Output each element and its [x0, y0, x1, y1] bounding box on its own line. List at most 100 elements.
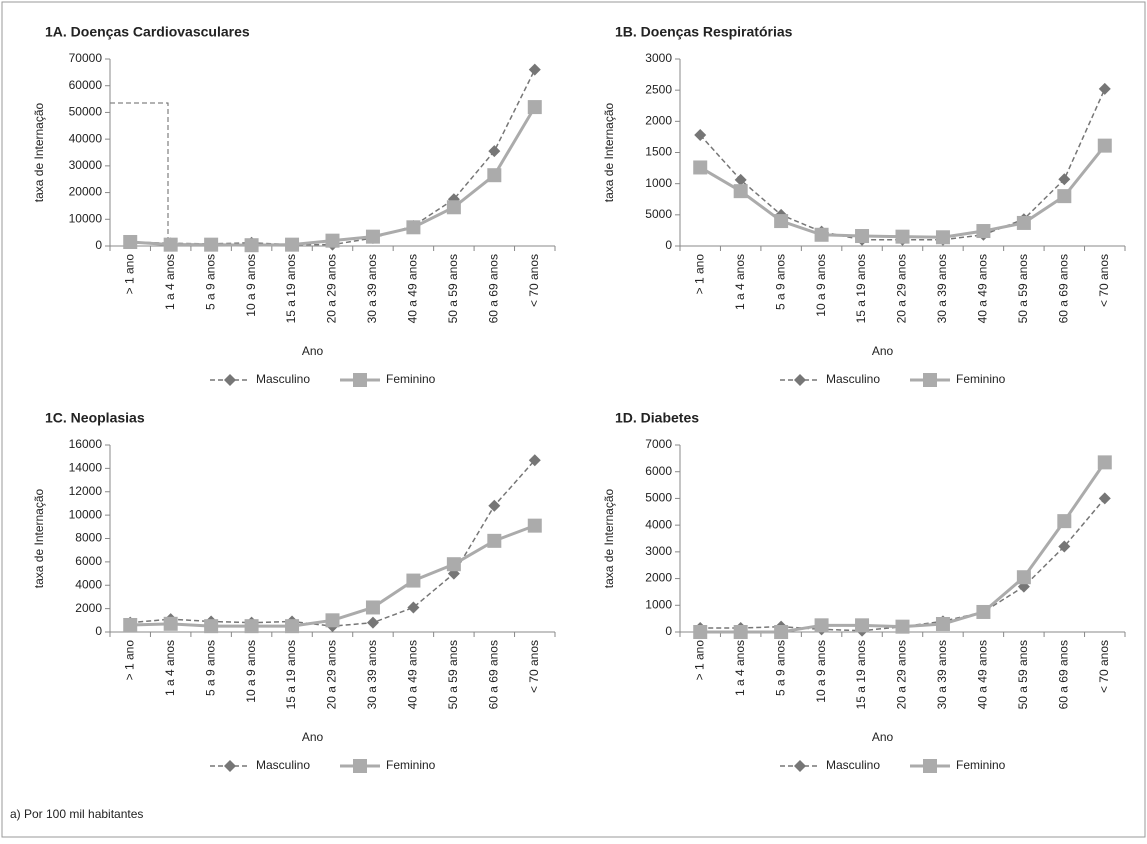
diamond-marker [407, 601, 420, 614]
x-tick-label: 15 a 19 anos [854, 640, 868, 709]
square-marker [365, 600, 380, 615]
square-marker [935, 616, 950, 631]
chart-title: 1B. Doenças Respiratórias [615, 24, 793, 40]
x-tick-label: > 1 ano [692, 254, 706, 295]
x-tick-label: 30 a 39 anos [935, 254, 949, 323]
square-marker [244, 619, 259, 634]
x-tick-label: 40 a 49 anos [976, 640, 990, 709]
x-tick-label: 50 a 59 anos [1016, 254, 1030, 323]
y-axis-label: taxa de Internação [32, 102, 46, 202]
square-marker [774, 214, 789, 229]
y-tick-label: 10000 [69, 211, 103, 225]
y-tick-label: 20000 [69, 185, 103, 199]
x-tick-label: < 70 anos [1097, 254, 1111, 307]
square-marker [733, 184, 748, 199]
x-tick-label: 15 a 19 anos [854, 254, 868, 323]
square-marker [976, 224, 991, 239]
square-marker [487, 533, 502, 548]
square-marker [285, 237, 300, 252]
square-marker [244, 238, 259, 253]
x-tick-label: > 1 ano [122, 254, 136, 295]
diamond-marker [734, 173, 747, 186]
y-tick-label: 14000 [69, 461, 103, 475]
y-tick-label: 16000 [69, 437, 103, 451]
square-marker [895, 229, 910, 244]
series-line [699, 88, 1106, 241]
x-axis-label: Ano [302, 730, 324, 744]
y-tick-label: 2500 [645, 82, 672, 96]
square-marker [123, 617, 138, 632]
x-tick-label: 5 a 9 anos [773, 254, 787, 310]
y-tick-label: 0 [95, 238, 102, 252]
square-marker [1097, 455, 1112, 470]
legend-label: Feminino [956, 372, 1006, 386]
x-tick-label: < 70 anos [527, 254, 541, 307]
legend-marker [794, 374, 806, 386]
y-tick-label: 1000 [645, 176, 672, 190]
y-tick-label: 40000 [69, 131, 103, 145]
x-tick-label: 30 a 39 anos [935, 640, 949, 709]
diamond-marker [1058, 173, 1071, 186]
square-marker [1016, 215, 1031, 230]
y-tick-label: 6000 [645, 464, 672, 478]
x-tick-label: 20 a 29 anos [895, 254, 909, 323]
square-marker [814, 227, 829, 242]
square-marker [693, 160, 708, 175]
x-tick-label: 40 a 49 anos [406, 254, 420, 323]
square-marker [1016, 570, 1031, 585]
legend-label: Masculino [826, 758, 880, 772]
legend-label: Feminino [386, 758, 436, 772]
square-marker [325, 613, 340, 628]
square-marker [204, 619, 219, 634]
x-tick-label: 5 a 9 anos [203, 640, 217, 696]
y-tick-label: 4000 [645, 517, 672, 531]
diamond-marker [528, 63, 541, 76]
legend-marker [923, 759, 937, 773]
y-tick-label: 0 [95, 624, 102, 638]
x-tick-label: 1 a 4 anos [733, 254, 747, 310]
legend-label: Feminino [956, 758, 1006, 772]
x-axis-label: Ano [872, 730, 894, 744]
legend-marker [224, 760, 236, 772]
y-tick-label: 5000 [645, 491, 672, 505]
diamond-marker [488, 145, 501, 158]
x-tick-label: 60 a 69 anos [486, 254, 500, 323]
square-marker [406, 573, 421, 588]
legend-label: Masculino [826, 372, 880, 386]
diamond-marker [1098, 82, 1111, 95]
y-tick-label: 5000 [645, 207, 672, 221]
series-line [130, 459, 536, 627]
square-marker [855, 229, 870, 244]
y-axis-label: taxa de Internação [602, 488, 616, 588]
diamond-marker [1098, 492, 1111, 505]
y-tick-label: 60000 [69, 78, 103, 92]
x-tick-label: 50 a 59 anos [446, 254, 460, 323]
legend-marker [353, 373, 367, 387]
square-marker [446, 557, 461, 572]
x-tick-label: 30 a 39 anos [365, 640, 379, 709]
y-tick-label: 0 [665, 238, 672, 252]
legend-label: Feminino [386, 372, 436, 386]
x-tick-label: 60 a 69 anos [1056, 254, 1070, 323]
diamond-marker [1058, 540, 1071, 553]
y-tick-label: 10000 [69, 507, 103, 521]
x-tick-label: < 70 anos [527, 640, 541, 693]
y-tick-label: 1000 [645, 597, 672, 611]
square-marker [487, 168, 502, 183]
square-marker [527, 100, 542, 115]
x-tick-label: 15 a 19 anos [284, 254, 298, 323]
chart-title: 1C. Neoplasias [45, 410, 145, 426]
y-axis-label: taxa de Internação [602, 102, 616, 202]
legend-marker [224, 374, 236, 386]
y-axis-label: taxa de Internação [32, 488, 46, 588]
square-marker [693, 625, 708, 639]
square-marker [163, 616, 178, 631]
x-tick-label: 10 a 9 anos [244, 640, 258, 703]
y-tick-label: 3000 [645, 544, 672, 558]
square-marker [163, 237, 178, 252]
x-tick-label: 10 a 9 anos [814, 640, 828, 703]
chart-title: 1D. Diabetes [615, 410, 699, 426]
series-line [700, 497, 1106, 632]
x-tick-label: > 1 ano [122, 640, 136, 681]
